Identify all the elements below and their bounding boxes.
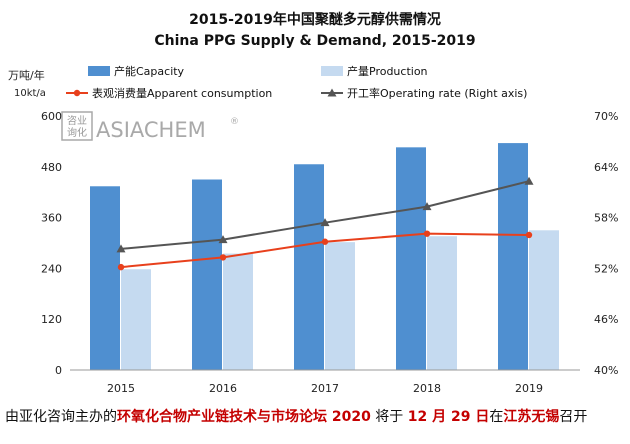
y-tick-label: 240: [41, 262, 62, 275]
watermark-brand: ASIACHEM: [96, 118, 206, 142]
y-tick-label: 0: [55, 364, 62, 377]
production-bar: [223, 253, 253, 370]
production-bar: [121, 269, 151, 370]
footer-highlight: 环氧化合物产业链技术与市场论坛 2020: [117, 409, 371, 425]
apparent-consumption-point: [219, 254, 227, 261]
capacity-bar: [90, 186, 120, 370]
operating-rate-point: [422, 202, 432, 211]
operating-rate-point: [218, 235, 228, 244]
watermark-seal-top: 咨业: [67, 114, 87, 127]
capacity-bar: [396, 147, 426, 370]
operating-rate-legend-marker: [327, 88, 337, 97]
apparent-consumption-point: [423, 230, 431, 237]
apparent-consumption-point: [525, 231, 533, 239]
footer-text: 将于: [370, 409, 408, 425]
footer-text: 由亚化咨询主办的: [5, 409, 117, 425]
x-tick-label: 2018: [413, 382, 441, 395]
footer-announcement: 由亚化咨询主办的环氧化合物产业链技术与市场论坛 2020 将于 12 月 29 …: [5, 406, 630, 426]
operating-rate-point: [320, 218, 330, 227]
operating-rate-point: [524, 176, 534, 185]
production-bar: [427, 236, 457, 370]
y2-tick-label: 52%: [594, 262, 618, 275]
footer-highlight: 12 月 29 日: [407, 409, 490, 425]
y-axis-unit-label: 10kt/a: [14, 88, 46, 99]
operating-rate-legend-label: 开工率Operating rate (Right axis): [347, 86, 527, 100]
y2-tick-label: 58%: [594, 212, 618, 225]
y2-tick-label: 46%: [594, 313, 618, 326]
x-tick-label: 2016: [209, 382, 237, 395]
apparent-consumption-point: [117, 263, 125, 271]
production-legend-swatch: [321, 66, 343, 76]
footer-text: 召开: [559, 409, 588, 425]
x-tick-label: 2015: [107, 382, 135, 395]
y2-tick-label: 40%: [594, 364, 618, 377]
watermark-seal-box: [61, 111, 93, 141]
apparent-consumption-legend-label: 表观消费量Apparent consumption: [92, 86, 272, 100]
x-tick-label: 2019: [515, 382, 543, 395]
production-legend-label: 产量Production: [347, 64, 428, 78]
legend: 产能Capacity 产量Production 表观消费量Apparent cons…: [66, 64, 527, 100]
y-tick-label: 600: [41, 110, 62, 123]
apparent-consumption-point: [321, 238, 329, 245]
bars: [90, 143, 559, 370]
capacity-bar: [192, 179, 222, 370]
production-bar: [325, 242, 355, 370]
capacity-legend-label: 产能Capacity: [114, 64, 185, 78]
y-tick-label: 120: [41, 313, 62, 326]
watermark-mark: ®: [230, 117, 239, 127]
footer-text: 在: [489, 409, 504, 425]
y-tick-label: 480: [41, 161, 62, 174]
y2-tick-label: 64%: [594, 161, 618, 174]
watermark: 咨业 询化 ASIACHEM ®: [61, 111, 239, 142]
x-tick-label: 2017: [311, 382, 339, 395]
y2-tick-label: 70%: [594, 110, 618, 123]
capacity-bar: [294, 164, 324, 370]
y-axis-label: 万吨/年: [8, 68, 45, 82]
axes: 0 120 240 360 480 600 40% 46% 52% 58% 64% 70% 2015 20…: [41, 110, 618, 395]
capacity-legend-swatch: [88, 66, 110, 76]
apparent-consumption-legend-marker: [73, 89, 81, 97]
capacity-bar: [498, 143, 528, 370]
watermark-seal-bottom: 询化: [67, 126, 87, 139]
chart-subtitle: China PPG Supply & Demand, 2015-2019: [154, 33, 475, 49]
footer-highlight: 江苏无锡: [503, 409, 560, 425]
y-tick-label: 360: [41, 212, 62, 225]
production-bar: [529, 230, 559, 370]
operating-rate-point: [116, 244, 126, 253]
lines: [116, 176, 534, 271]
chart-title: 2015-2019年中国聚醚多元醇供需情况: [189, 11, 441, 28]
